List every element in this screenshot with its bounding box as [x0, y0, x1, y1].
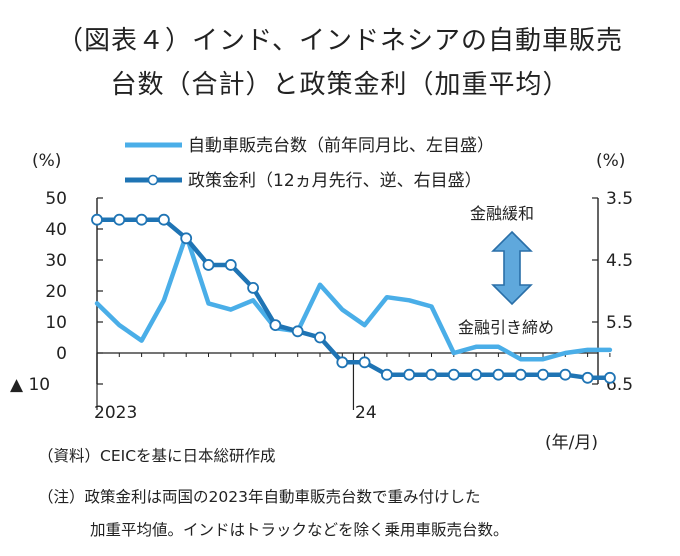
x-tick-label: 2023 — [94, 403, 137, 423]
policy-rate-point — [447, 368, 460, 381]
policy-rate-point — [425, 368, 438, 381]
policy-rate-point — [269, 319, 282, 332]
policy-rate-point — [537, 368, 549, 381]
policy-rate-point — [113, 213, 126, 226]
legend-rate-label: 政策金利（12ヵ月先行、逆、右目盛） — [188, 171, 482, 191]
left-tick-label: 0 — [56, 344, 67, 364]
policy-rate-point — [559, 368, 572, 381]
policy-rate-point — [492, 368, 505, 381]
policy-rate-point — [514, 368, 527, 381]
series-layer — [91, 213, 616, 384]
left-axis-unit: (%) — [32, 151, 61, 171]
left-tick-label: ▲ 10 — [10, 375, 50, 395]
left-tick-label: 50 — [45, 189, 67, 209]
footnote-line-2: 加重平均値。インドはトラックなどを除く乗用車販売台数。 — [90, 521, 509, 539]
right-tick-label: 5.5 — [606, 313, 633, 333]
left-tick-label: 30 — [45, 251, 67, 271]
chart-title-line-1: （図表４）インド、インドネシアの自動車販売 — [57, 26, 623, 56]
policy-rate-point — [336, 356, 349, 369]
double-arrow-icon — [491, 230, 533, 306]
policy-direction-arrow — [491, 230, 533, 306]
right-tick-label: 4.5 — [606, 251, 633, 271]
right-tick-label: 3.5 — [606, 189, 633, 209]
legend-sales-label: 自動車販売台数（前年同月比、左目盛） — [188, 136, 494, 156]
source-note: （資料）CEICを基に日本総研作成 — [38, 447, 276, 465]
policy-rate-point — [470, 368, 483, 381]
policy-rate-point — [180, 232, 193, 245]
policy-rate-point — [291, 325, 304, 338]
policy-rate-point — [380, 368, 393, 381]
policy-rate-point — [135, 213, 148, 226]
policy-rate-point — [358, 356, 371, 369]
x-tick-label: 24 — [355, 403, 377, 423]
chart-title-line-2: 台数（合計）と政策金利（加重平均） — [110, 70, 570, 100]
right-axis-unit: (%) — [596, 151, 625, 171]
left-tick-label: 40 — [45, 220, 67, 240]
legend: 自動車販売台数（前年同月比、左目盛） 政策金利（12ヵ月先行、逆、右目盛） — [125, 136, 494, 191]
left-tick-label: 20 — [45, 282, 67, 302]
policy-rate-point — [247, 281, 260, 294]
policy-rate-point — [202, 259, 215, 271]
policy-rate-point — [314, 331, 326, 344]
policy-rate-point — [604, 371, 616, 384]
policy-rate-point — [403, 368, 416, 381]
annotation-tightening: 金融引き締め — [458, 318, 554, 337]
policy-rate-point — [581, 371, 594, 384]
policy-rate-point — [224, 259, 237, 271]
footnote-line-1: （注）政策金利は両国の2023年自動車販売台数で重み付けした — [38, 488, 481, 506]
legend-rate-marker — [147, 174, 159, 186]
annotation-easing: 金融緩和 — [470, 204, 534, 223]
left-tick-label: 10 — [45, 313, 67, 333]
policy-rate-point — [91, 213, 103, 226]
series-line-sales — [94, 232, 613, 362]
x-axis-unit: (年/月) — [545, 433, 598, 453]
policy-rate-point — [157, 213, 170, 226]
